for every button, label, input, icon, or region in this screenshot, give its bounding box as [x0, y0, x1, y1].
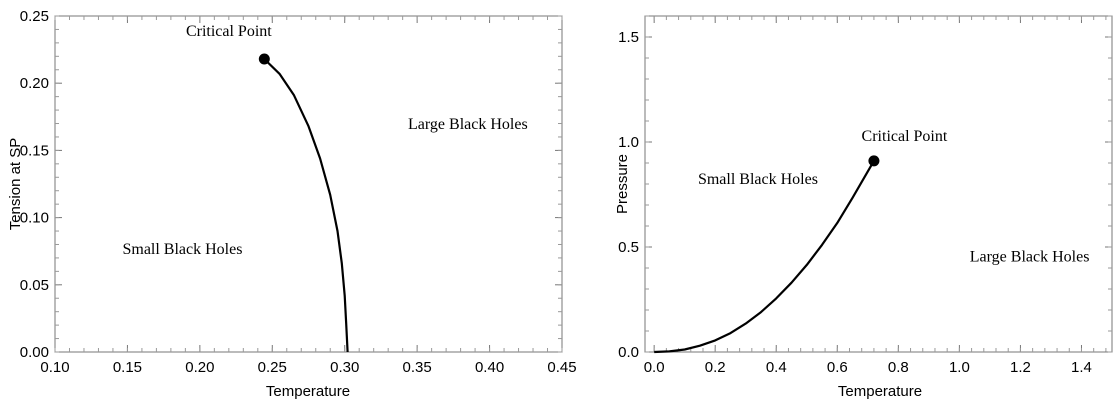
coexistence-curve	[263, 58, 349, 353]
plot-frame	[54, 15, 563, 353]
y-tick-label: 0.15	[20, 142, 49, 159]
x-tick-label: 0.45	[547, 359, 576, 376]
chart-tension-vs-temperature: 0.10 0.15 0.20 0.25 0.30 0.35 0.40 0.45 0.00 0.05…	[7, 8, 577, 400]
y-tick-label: 0.25	[20, 8, 49, 25]
x-tick-label: 0.4	[766, 359, 787, 376]
critical-point-marker	[258, 53, 270, 65]
x-axis-label: Temperature	[266, 383, 350, 400]
x-tick-label: 0.25	[258, 359, 287, 376]
critical-point-marker	[868, 155, 880, 167]
x-tick-label: 0.30	[330, 359, 359, 376]
y-tick-label: 0.20	[20, 75, 49, 92]
region-annotation: Critical Point	[186, 23, 272, 40]
y-tick-label: 1.5	[618, 29, 639, 46]
region-annotation: Small Black Holes	[122, 241, 242, 258]
region-annotation: Large Black Holes	[970, 249, 1090, 266]
x-tick-label: 0.8	[888, 359, 909, 376]
coexistence-curve	[654, 160, 875, 354]
y-tick-label: 0.0	[618, 344, 639, 361]
x-tick-label: 1.0	[949, 359, 970, 376]
x-tick-label: 1.4	[1071, 359, 1092, 376]
y-axis-label: Tension at SP	[7, 138, 24, 231]
y-tick-label: 0.00	[20, 344, 49, 361]
y-axis-label: Pressure	[614, 154, 631, 214]
chart-pressure-vs-temperature: 0.0 0.2 0.4 0.6 0.8 1.0 1.2 1.4 0.0 0.5 1.0 1.5 Temp…	[614, 15, 1113, 400]
region-annotation: Large Black Holes	[408, 116, 528, 133]
region-annotation: Critical Point	[862, 128, 948, 145]
x-tick-label: 0.0	[644, 359, 665, 376]
y-tick-label: 0.05	[20, 277, 49, 294]
x-tick-label: 0.15	[113, 359, 142, 376]
x-tick-label: 1.2	[1010, 359, 1031, 376]
x-tick-label: 0.6	[827, 359, 848, 376]
y-tick-label: 1.0	[618, 134, 639, 151]
y-tick-label: 0.5	[618, 239, 639, 256]
x-tick-label: 0.20	[185, 359, 214, 376]
x-axis-label: Temperature	[838, 383, 922, 400]
x-tick-label: 0.10	[40, 359, 69, 376]
x-tick-label: 0.40	[475, 359, 504, 376]
x-tick-label: 0.35	[403, 359, 432, 376]
y-tick-label: 0.10	[20, 210, 49, 227]
x-tick-label: 0.2	[705, 359, 726, 376]
region-annotation: Small Black Holes	[698, 171, 818, 188]
